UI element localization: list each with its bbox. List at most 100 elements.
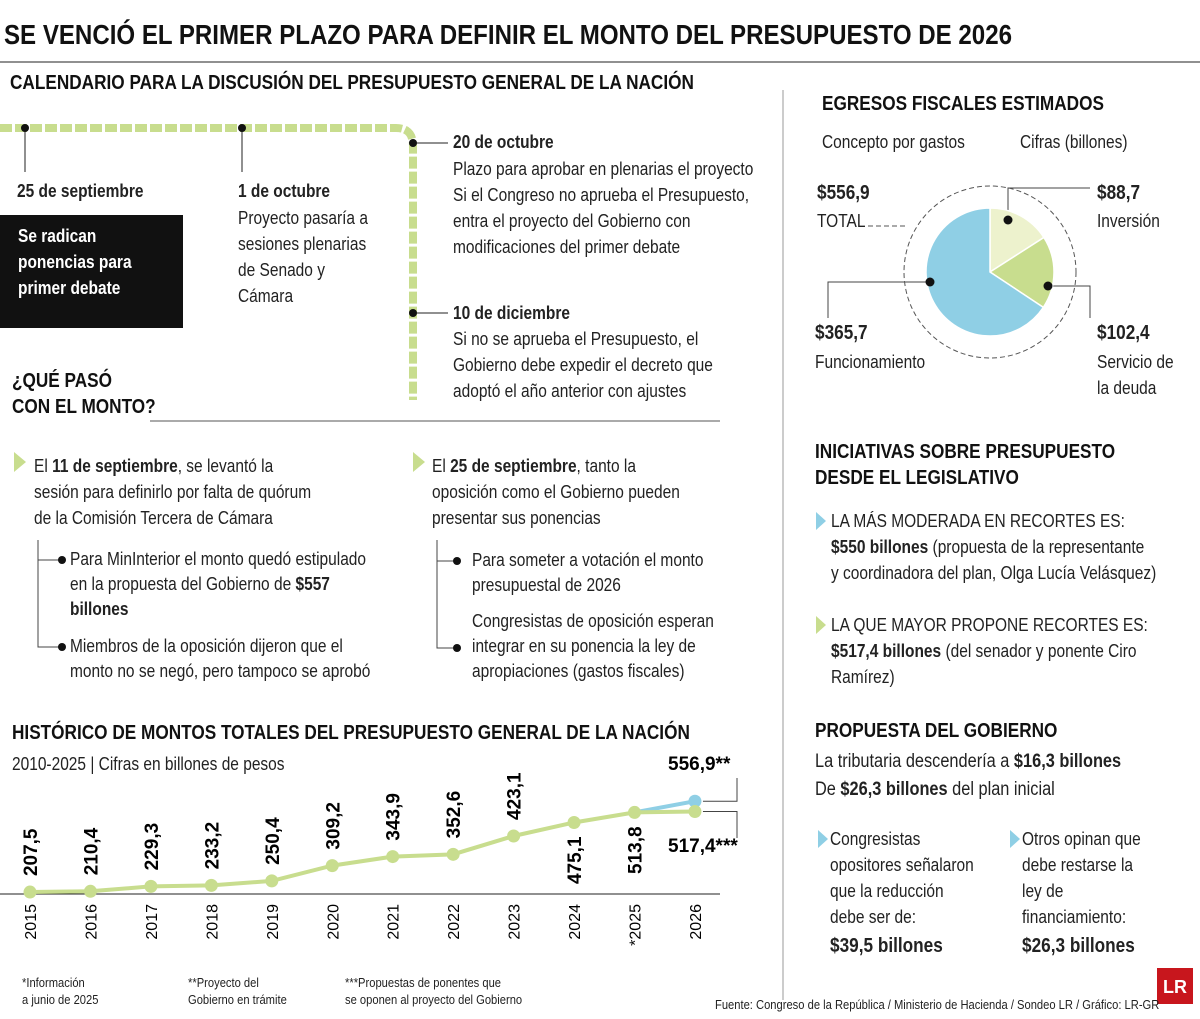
text-line: **Proyecto del: [188, 975, 259, 990]
event-date: 25 de septiembre: [17, 181, 144, 201]
text-line: Proyecto pasaría a: [238, 208, 368, 228]
text-line: Para MinInterior el monto quedó estipula…: [70, 549, 367, 569]
point: [83, 884, 97, 898]
text-line: presupuestal de 2026: [472, 575, 621, 595]
text-line: a junio de 2025: [22, 992, 99, 1007]
x-tick-label: 2026: [688, 904, 705, 940]
text-line: Cámara: [238, 286, 294, 306]
text-line: opositores señalaron: [830, 855, 974, 875]
text-line: $550 billones (propuesta de la represent…: [831, 534, 1156, 560]
x-tick-label: 2015: [23, 904, 40, 940]
text: en la propuesta del Gobierno de: [70, 574, 296, 594]
x-tick-label: 2021: [386, 904, 403, 940]
event-text: Si no se aprueba el Presupuesto, el Gobie…: [453, 326, 713, 404]
proposal-amount: $26,3 billones: [1022, 935, 1135, 957]
text: , se levantó la: [177, 456, 274, 476]
text-line: De $26,3 billones del plan inicial: [815, 776, 1121, 804]
point: [507, 829, 521, 843]
bold-text: 25 de septiembre: [450, 456, 577, 476]
proposal: La tributaria descendería a $16,3 billon…: [815, 748, 1121, 804]
text-line: ponencias para: [18, 252, 132, 272]
text-line: ***Propuestas de ponentes que: [345, 975, 502, 990]
arrow: [413, 452, 425, 472]
timeline-dot: [238, 124, 246, 132]
text-line: Para someter a votación el monto: [472, 550, 704, 570]
bracket: [436, 540, 455, 649]
value-label: 343,9: [384, 793, 405, 841]
bullet: [453, 557, 461, 565]
timeline-dot: [409, 139, 417, 147]
event-text: Se radican ponencias para primer debate: [18, 223, 132, 301]
point: [688, 804, 702, 818]
point: [325, 859, 339, 873]
text-line: apropiaciones (gastos fiscales): [472, 661, 685, 681]
event-text: Proyecto pasaría a sesiones plenarias de S…: [238, 205, 368, 309]
arrow: [1010, 830, 1020, 848]
text-line: Ramírez): [831, 667, 895, 687]
text-line: de Senado y: [238, 260, 325, 280]
text-line: LA MÁS MODERADA EN RECORTES ES:: [831, 511, 1125, 531]
value-label: 250,4: [263, 817, 284, 865]
x-tick-label: 2019: [265, 904, 282, 940]
text-line: DESDE EL LEGISLATIVO: [815, 467, 1019, 489]
total-name: TOTAL: [817, 211, 866, 231]
slice-value: $102,4: [1097, 322, 1150, 344]
text-line: debe restarse la: [1022, 855, 1134, 875]
pie-slice: [989, 207, 1045, 274]
bullet-text: Congresistas de oposición esperan integra…: [472, 609, 714, 684]
text: El: [432, 456, 451, 476]
value-label: 517,4***: [668, 836, 738, 857]
event-box: [0, 215, 183, 328]
proposal-amount: $39,5 billones: [830, 935, 943, 957]
source: Fuente: Congreso de la República / Minis…: [715, 997, 1160, 1012]
text-line: LA QUE MAYOR PROPONE RECORTES ES:: [831, 615, 1148, 635]
total-ring: [903, 185, 1077, 359]
x-tick-label: 2022: [446, 904, 463, 940]
pie-heading: Cifras (billones): [1020, 132, 1128, 152]
leader-dot: [1043, 281, 1053, 291]
value-label: 423,1: [505, 772, 526, 820]
text-line: La tributaria descendería a $16,3 billon…: [815, 748, 1121, 776]
value-label: 513,8: [626, 826, 647, 874]
value-label: 207,5: [21, 828, 42, 876]
footnote: *Información a junio de 2025: [22, 974, 98, 1008]
point: [265, 874, 279, 888]
leader-dot: [925, 277, 935, 287]
point: [446, 847, 460, 861]
chart-title: EGRESOS FISCALES ESTIMADOS: [822, 93, 1104, 115]
text-line: monto no se negó, pero tampoco se aprobó: [70, 661, 371, 681]
title: SE VENCIÓ EL PRIMER PLAZO PARA DEFINIR E…: [4, 19, 1012, 50]
value-label: 309,2: [323, 802, 344, 850]
text-line: y coordinadora del plan, Olga Lucía Velá…: [831, 563, 1157, 583]
timeline-dot: [409, 309, 417, 317]
text-line: financiamiento:: [1022, 907, 1127, 927]
slice-name: Inversión: [1097, 211, 1160, 231]
point: [688, 794, 702, 808]
intro: El 11 de septiembre, se levantó la sesión…: [34, 453, 311, 531]
event-text: Plazo para aprobar en plenarias el proye…: [453, 156, 753, 260]
arrow: [14, 452, 26, 472]
text: El: [34, 456, 53, 476]
footnote: ***Propuestas de ponentes que se oponen a…: [345, 974, 522, 1008]
intro: El 25 de septiembre, tanto la oposición c…: [432, 453, 680, 531]
text-line: oposición como el Gobierno pueden: [432, 482, 680, 502]
bullet: [58, 556, 66, 564]
proposal-item: Otros opinan que debe restarse la ley de fi…: [1022, 826, 1141, 930]
point: [204, 878, 218, 892]
arrow: [816, 512, 826, 530]
text-line: Gobierno debe expedir el decreto que: [453, 355, 713, 375]
text-line: presentar sus ponencias: [432, 508, 601, 528]
arrow: [818, 830, 828, 848]
total-value: $556,9: [817, 182, 870, 204]
bold-text: $26,3 billones: [840, 779, 948, 800]
text-line: primer debate: [18, 278, 121, 298]
arrow: [816, 616, 826, 634]
text-line: billones: [70, 597, 366, 622]
x-tick-label: 2023: [507, 904, 524, 940]
text-line: ley de: [1022, 881, 1064, 901]
leader: [1048, 285, 1091, 318]
leader: [702, 778, 738, 802]
text-line: El 11 de septiembre, se levantó la: [34, 453, 311, 479]
logo-text: LR: [1163, 977, 1187, 997]
text: , tanto la: [576, 456, 636, 476]
